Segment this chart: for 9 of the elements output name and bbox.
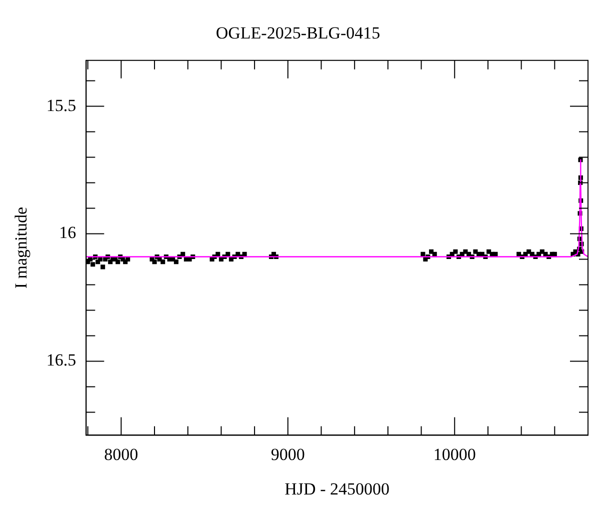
x-tick-label: 8000 [104, 444, 138, 464]
y-tick-label: 16.5 [46, 350, 76, 370]
y-axis-title: I magnitude [12, 206, 31, 289]
x-tick-label: 10000 [433, 444, 476, 464]
x-tick-label: 9000 [270, 444, 305, 464]
chart-title: OGLE-2025-BLG-0415 [216, 24, 380, 43]
y-tick-label: 15.5 [46, 96, 76, 115]
x-axis-title: HJD - 2450000 [284, 479, 390, 498]
y-tick-label: 16 [59, 223, 76, 242]
